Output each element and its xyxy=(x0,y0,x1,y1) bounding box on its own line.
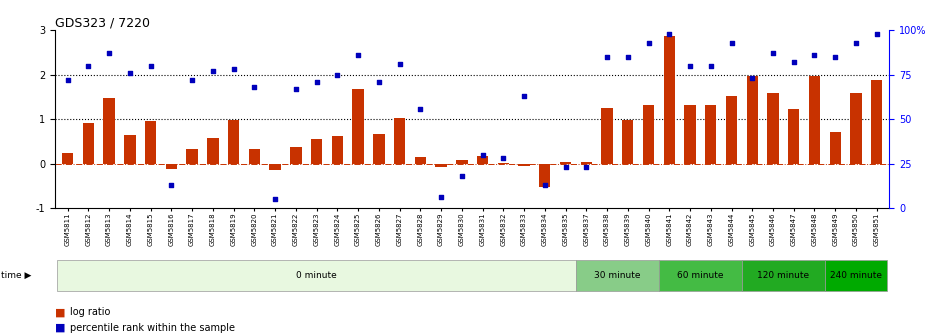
Bar xyxy=(62,153,73,164)
Point xyxy=(81,63,96,69)
Bar xyxy=(165,164,177,169)
Bar xyxy=(580,162,592,164)
Bar xyxy=(104,98,115,164)
Point xyxy=(102,51,117,56)
Bar xyxy=(767,93,779,164)
Bar xyxy=(415,158,426,164)
Bar xyxy=(373,134,384,164)
Bar xyxy=(353,89,364,164)
Bar xyxy=(788,110,800,164)
Bar xyxy=(664,36,675,164)
Bar xyxy=(808,76,820,164)
Point xyxy=(703,63,718,69)
Bar xyxy=(871,80,883,164)
Bar xyxy=(290,147,301,164)
Bar xyxy=(456,160,468,164)
Point xyxy=(184,77,200,83)
Text: GDS323 / 7220: GDS323 / 7220 xyxy=(55,16,150,29)
Bar xyxy=(825,260,887,291)
Point xyxy=(620,54,635,59)
Text: 120 minute: 120 minute xyxy=(757,271,809,280)
Point xyxy=(392,61,407,67)
Bar xyxy=(643,105,654,164)
Point xyxy=(745,76,760,81)
Bar xyxy=(685,105,696,164)
Point xyxy=(724,40,739,45)
Point xyxy=(516,93,532,99)
Point xyxy=(848,40,864,45)
Bar xyxy=(705,105,716,164)
Text: log ratio: log ratio xyxy=(70,307,110,318)
Bar xyxy=(726,96,737,164)
Point xyxy=(558,165,573,170)
Bar xyxy=(186,149,198,164)
Bar xyxy=(394,118,405,164)
Point xyxy=(246,84,262,90)
Point xyxy=(330,72,345,77)
Text: ■: ■ xyxy=(55,323,66,333)
Bar xyxy=(57,260,576,291)
Bar xyxy=(518,164,530,166)
Point xyxy=(434,195,449,200)
Point xyxy=(60,77,75,83)
Point xyxy=(578,165,593,170)
Bar xyxy=(332,136,343,164)
Point xyxy=(455,173,470,179)
Text: 240 minute: 240 minute xyxy=(830,271,882,280)
Bar xyxy=(622,120,633,164)
Bar xyxy=(747,76,758,164)
Bar xyxy=(436,164,447,167)
Point xyxy=(164,182,179,188)
Bar xyxy=(497,163,509,164)
Bar xyxy=(850,93,862,164)
Point xyxy=(267,197,282,202)
Bar xyxy=(539,164,551,187)
Point xyxy=(309,79,324,85)
Point xyxy=(766,51,781,56)
Text: percentile rank within the sample: percentile rank within the sample xyxy=(70,323,236,333)
Bar xyxy=(248,149,260,164)
Bar xyxy=(476,156,488,164)
Point xyxy=(413,106,428,111)
Text: 30 minute: 30 minute xyxy=(594,271,641,280)
Point xyxy=(827,54,843,59)
Bar xyxy=(207,138,219,164)
Point xyxy=(123,70,138,76)
Bar xyxy=(742,260,825,291)
Point xyxy=(641,40,656,45)
Point xyxy=(786,59,802,65)
Point xyxy=(475,152,490,158)
Point xyxy=(205,69,221,74)
Point xyxy=(869,31,884,37)
Point xyxy=(495,156,511,161)
Bar xyxy=(125,135,136,164)
Point xyxy=(226,67,242,72)
Bar xyxy=(145,121,156,164)
Bar xyxy=(83,123,94,164)
Bar xyxy=(829,132,841,164)
Point xyxy=(806,52,822,58)
Point xyxy=(537,182,553,188)
Point xyxy=(662,31,677,37)
Point xyxy=(371,79,386,85)
Text: time ▶: time ▶ xyxy=(1,271,31,280)
Point xyxy=(143,63,158,69)
Point xyxy=(351,52,366,58)
Bar xyxy=(659,260,742,291)
Bar xyxy=(560,162,572,164)
Bar xyxy=(311,139,322,164)
Text: 0 minute: 0 minute xyxy=(296,271,337,280)
Bar xyxy=(601,108,612,164)
Bar xyxy=(576,260,659,291)
Point xyxy=(599,54,614,59)
Text: ■: ■ xyxy=(55,307,66,318)
Bar xyxy=(228,120,240,164)
Point xyxy=(288,86,303,92)
Point xyxy=(683,63,698,69)
Bar xyxy=(269,164,281,170)
Text: 60 minute: 60 minute xyxy=(677,271,724,280)
